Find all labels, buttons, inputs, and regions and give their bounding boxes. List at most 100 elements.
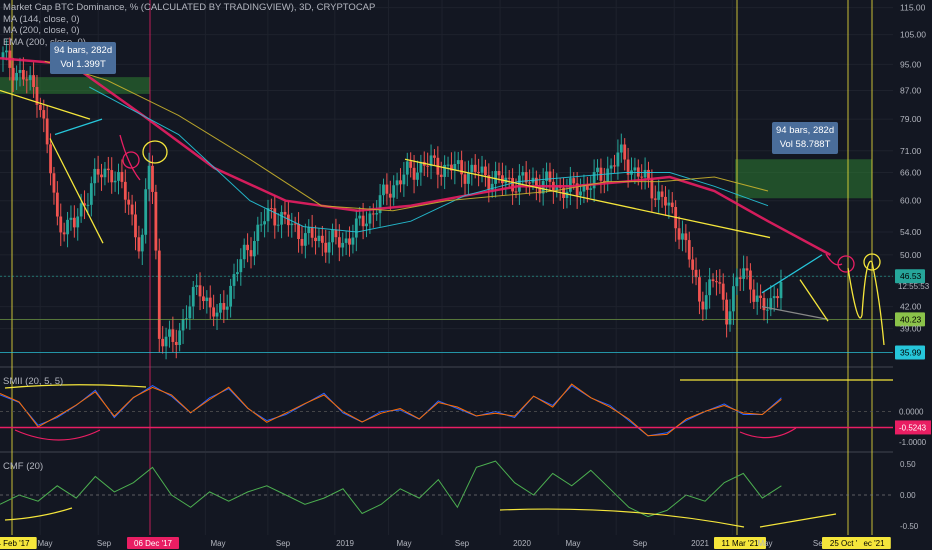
candle-body [691, 259, 695, 270]
candle-body [388, 193, 392, 198]
candle-body [25, 79, 29, 81]
candle-body [198, 285, 202, 297]
candle-body [742, 268, 746, 279]
candle-body [664, 196, 667, 206]
candle-body [32, 75, 35, 87]
smii-pane-label: SMII (20, 5, 5) [3, 376, 64, 387]
time-tick-label: 2021 [691, 539, 709, 548]
candle-body [582, 184, 586, 192]
measure-box-1[interactable]: 94 bars, 282d Vol 1.399T [50, 42, 117, 74]
candle-body [307, 227, 311, 234]
time-tick-label: Sep [633, 539, 648, 548]
candle-body [660, 191, 664, 197]
candle-body [385, 184, 389, 194]
candle-body [215, 312, 219, 317]
candle-body [157, 250, 161, 339]
candle-body [568, 178, 572, 192]
candle-body [592, 172, 596, 189]
candle-body [4, 50, 8, 53]
candle-body [137, 237, 141, 252]
candle-body [433, 155, 436, 158]
candle-body [83, 203, 86, 206]
candle-body [100, 174, 103, 178]
candle-body [429, 155, 433, 167]
price-tick-label: 35.99 [900, 347, 922, 357]
price-tick-label: 50.00 [900, 250, 922, 260]
candle-body [28, 75, 32, 81]
legend-title: Market Cap BTC Dominance, % (CALCULATED … [3, 2, 376, 13]
time-tick-label: 4 Feb '17 [0, 539, 30, 548]
legend-ema200: EMA (200, close, 0) [3, 36, 86, 48]
candle-body [69, 217, 73, 220]
candle-body [120, 171, 124, 182]
candle-body [256, 224, 260, 241]
time-tick-label: Sep [97, 539, 112, 548]
time-tick-label: May [565, 539, 580, 548]
curved-arrow [119, 134, 141, 181]
date-badge [0, 537, 37, 549]
candle-body [725, 299, 729, 325]
highlight-circle [837, 255, 855, 273]
trendline [0, 89, 91, 120]
candle-body [613, 165, 616, 167]
price-axis: 115.00 105.00 95.00 87.00 79.00 71.00 66.00 60.… [893, 0, 932, 536]
candle-body [728, 311, 732, 325]
candle-body [399, 180, 402, 185]
candle-body [130, 204, 134, 215]
candle-body [633, 167, 637, 171]
vertical-markers [11, 0, 873, 535]
price-tick-label: 46.53 [900, 271, 922, 281]
candle-body [225, 306, 229, 310]
candle-body [439, 174, 443, 177]
cmf-arrow [759, 513, 837, 528]
candle-body [585, 184, 589, 190]
price-tick-label: 87.00 [900, 85, 922, 95]
candle-body [769, 298, 773, 310]
candle-body [38, 104, 42, 111]
candle-body [300, 238, 304, 246]
candle-body [96, 168, 100, 175]
candle-body [127, 199, 131, 205]
candle-body [416, 172, 419, 180]
candle-body [151, 165, 154, 192]
candle-body [715, 281, 718, 283]
candle-body [494, 171, 498, 184]
smii-signal-line [0, 383, 782, 437]
legend-ma144: MA (144, close, 0) [3, 13, 80, 25]
candle-body [487, 175, 491, 190]
time-tick-label: Sep [276, 539, 291, 548]
candle-body [456, 160, 460, 164]
candle-body [212, 307, 216, 317]
candle-body [490, 183, 494, 190]
candle-body [273, 208, 277, 226]
candle-body [62, 232, 66, 235]
price-tick-label: 60.00 [900, 196, 922, 206]
candle-body [721, 283, 725, 300]
candle-body [317, 235, 321, 242]
candle-body [229, 285, 233, 307]
measure-box-2[interactable]: 94 bars, 282d Vol 58.788T [772, 122, 839, 154]
candle-body [66, 219, 69, 235]
resistance-zone [0, 77, 150, 94]
candle-body [602, 180, 606, 182]
candle-body [252, 240, 256, 257]
candle-body [704, 295, 708, 310]
candle-body [249, 250, 253, 257]
time-tick-label: 06 Dec '17 [134, 539, 173, 548]
price-tick-label: 105.00 [900, 30, 926, 40]
trendline [54, 118, 103, 136]
time-axis: 4 Feb '17 May Sep 06 Dec '17 May Sep 2019 May Se… [0, 536, 932, 550]
smii-tick-label: -0.5243 [899, 423, 927, 432]
candle-body [538, 186, 542, 194]
candle-body [755, 295, 759, 302]
candle-body [280, 211, 283, 225]
candle-body [341, 242, 345, 248]
candle-body [395, 180, 399, 186]
highlight-circle [863, 253, 881, 271]
candle-body [521, 172, 525, 176]
candle-body [524, 172, 528, 183]
candle-body [698, 277, 701, 302]
candle-body [147, 165, 151, 190]
candle-body [765, 309, 769, 311]
